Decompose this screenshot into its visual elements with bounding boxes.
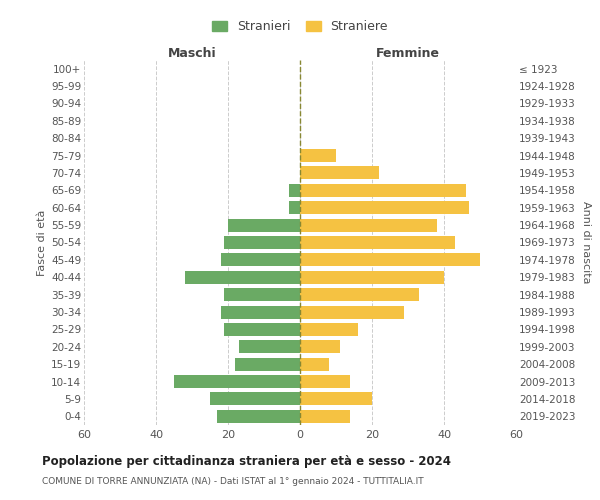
Bar: [300, 306, 404, 318]
Bar: [300, 358, 329, 370]
Y-axis label: Anni di nascita: Anni di nascita: [581, 201, 591, 284]
Bar: [300, 236, 455, 249]
Bar: [224, 288, 300, 301]
Bar: [239, 340, 300, 353]
Bar: [217, 410, 300, 423]
Text: Femmine: Femmine: [376, 47, 440, 60]
Bar: [300, 410, 350, 423]
Bar: [221, 306, 300, 318]
Bar: [300, 166, 379, 179]
Bar: [174, 375, 300, 388]
Bar: [224, 236, 300, 249]
Bar: [210, 392, 300, 406]
Bar: [300, 270, 444, 284]
Bar: [300, 375, 350, 388]
Bar: [300, 254, 480, 266]
Y-axis label: Fasce di età: Fasce di età: [37, 210, 47, 276]
Bar: [228, 218, 300, 232]
Text: Maschi: Maschi: [167, 47, 217, 60]
Bar: [300, 201, 469, 214]
Bar: [300, 218, 437, 232]
Bar: [300, 288, 419, 301]
Text: COMUNE DI TORRE ANNUNZIATA (NA) - Dati ISTAT al 1° gennaio 2024 - TUTTITALIA.IT: COMUNE DI TORRE ANNUNZIATA (NA) - Dati I…: [42, 478, 424, 486]
Bar: [185, 270, 300, 284]
Bar: [289, 184, 300, 197]
Bar: [300, 323, 358, 336]
Bar: [300, 392, 372, 406]
Text: Popolazione per cittadinanza straniera per età e sesso - 2024: Popolazione per cittadinanza straniera p…: [42, 455, 451, 468]
Bar: [221, 254, 300, 266]
Bar: [289, 201, 300, 214]
Bar: [300, 184, 466, 197]
Legend: Stranieri, Straniere: Stranieri, Straniere: [207, 15, 393, 38]
Bar: [235, 358, 300, 370]
Bar: [300, 149, 336, 162]
Bar: [300, 340, 340, 353]
Bar: [224, 323, 300, 336]
